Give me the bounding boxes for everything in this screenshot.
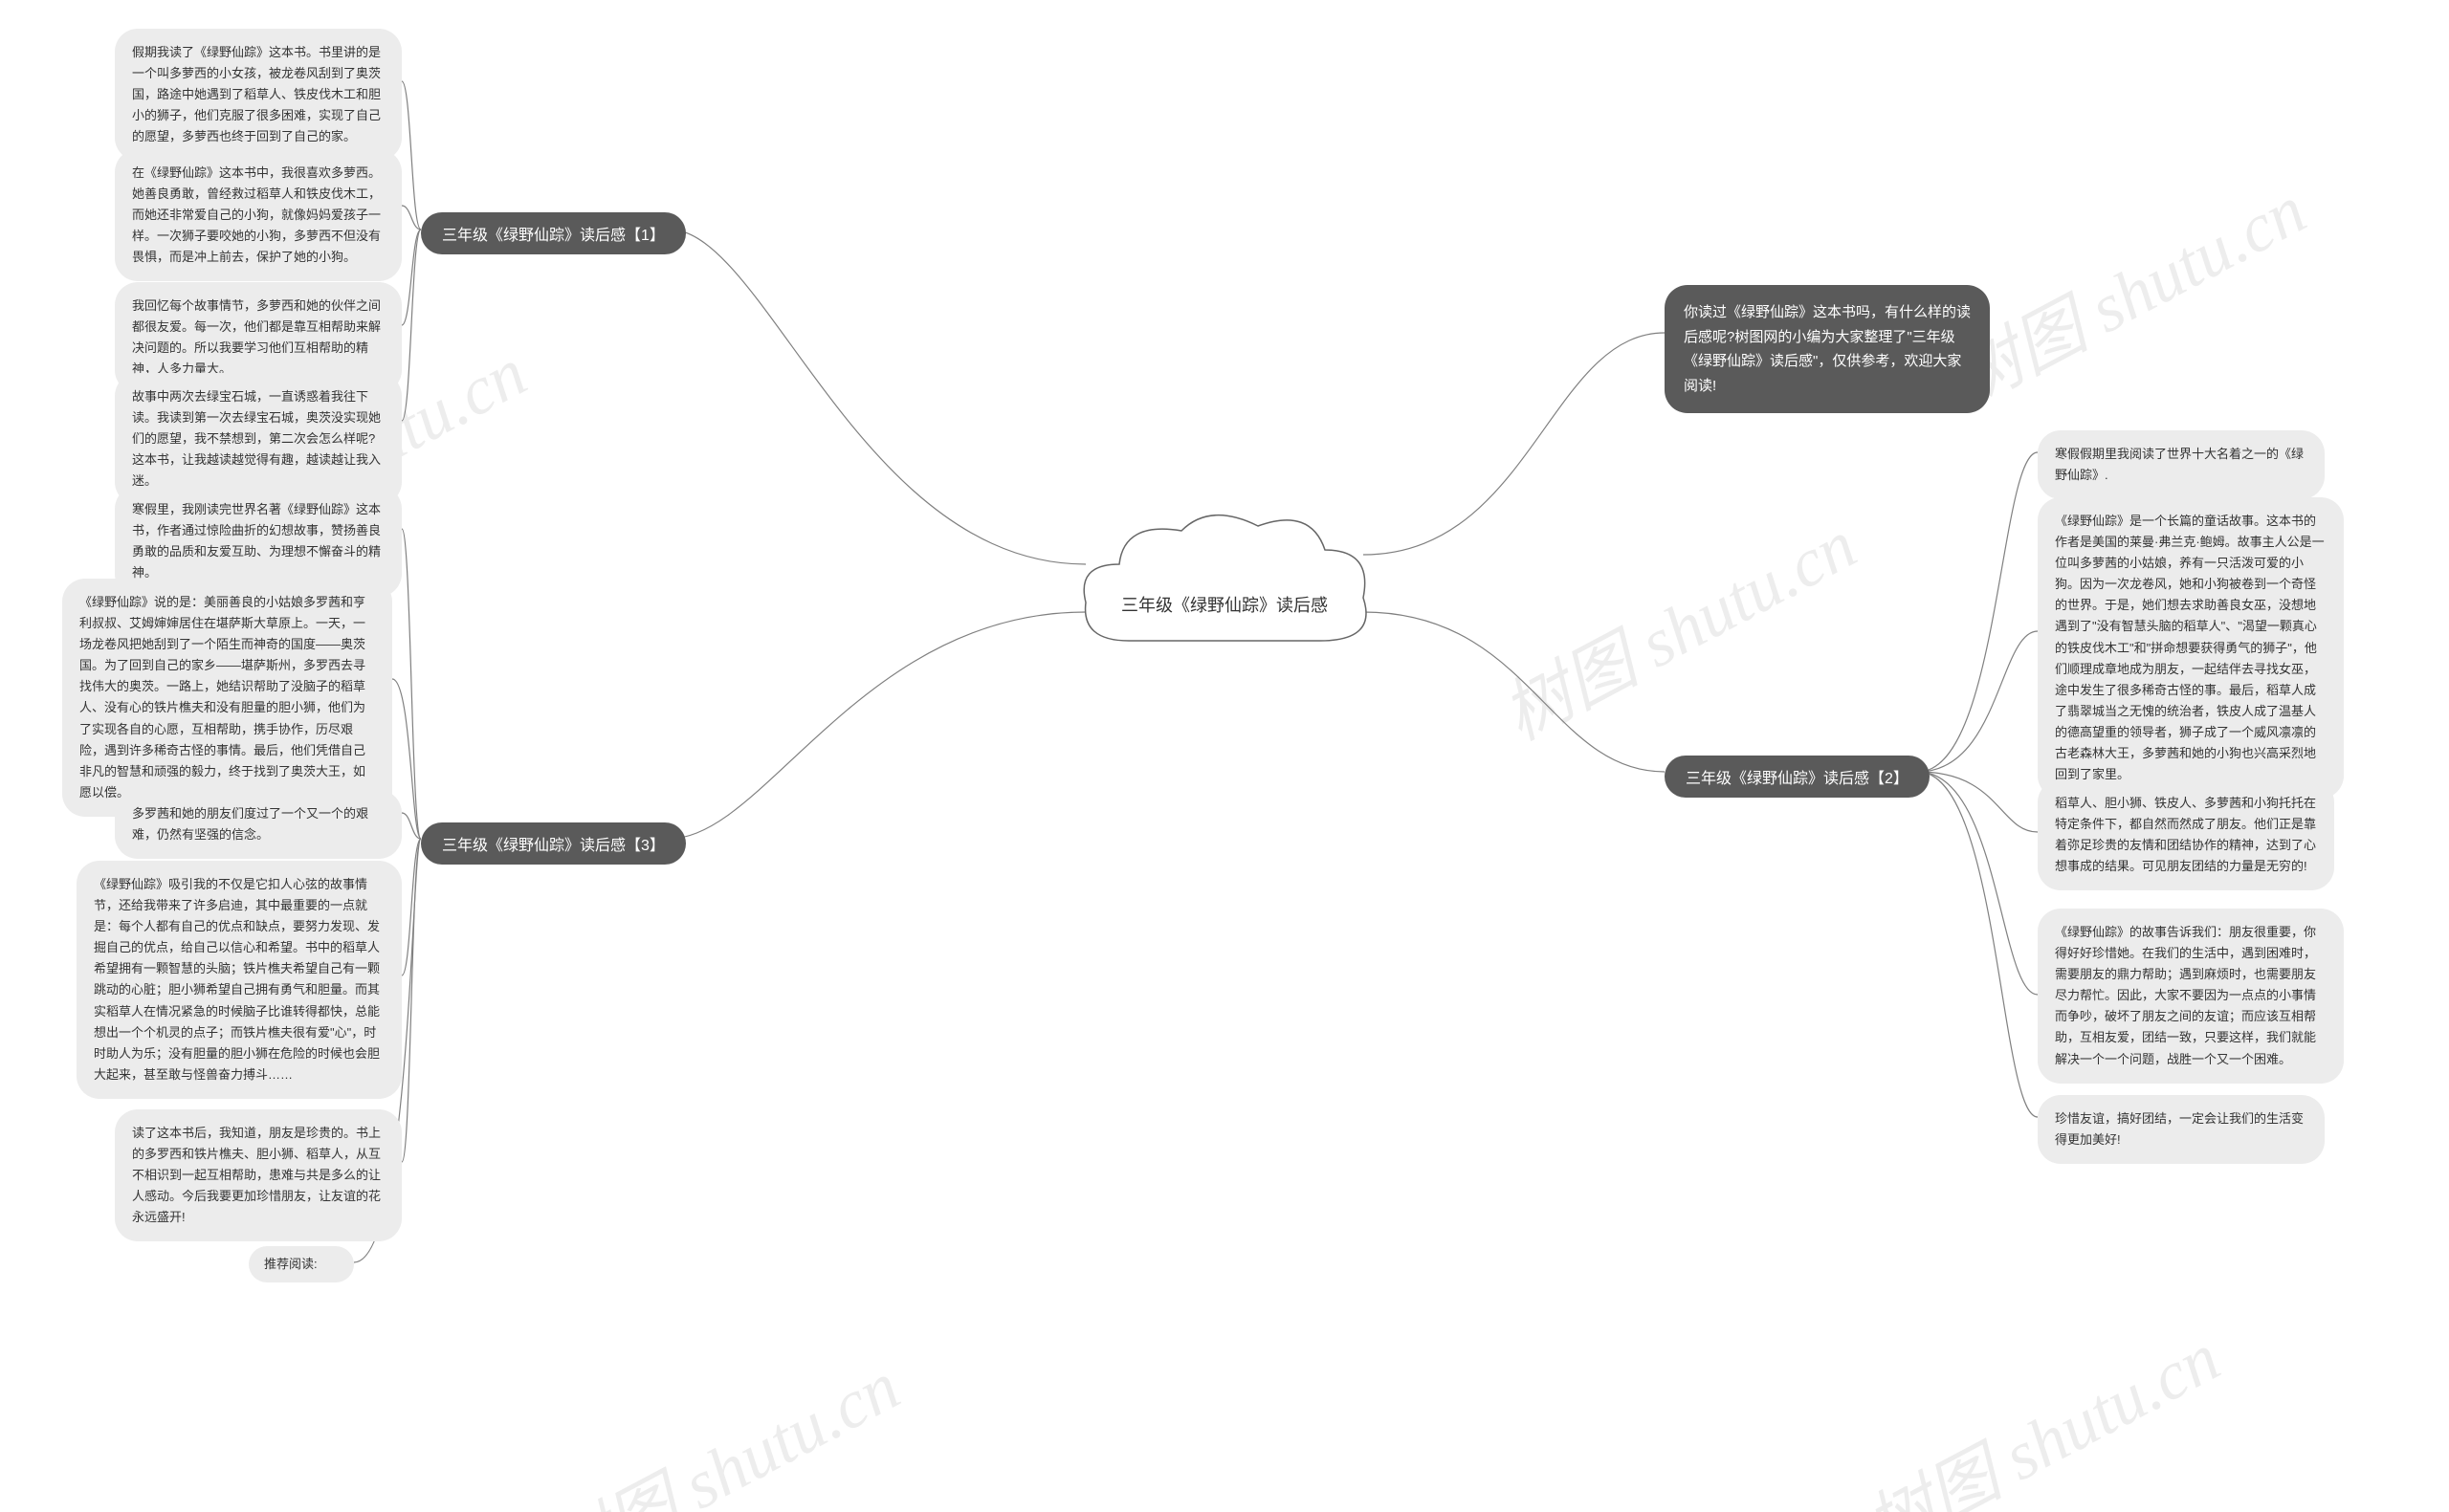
watermark: 树图 shutu.cn [525, 1330, 914, 1512]
branch-1-title: 三年级《绿野仙踪》读后感【1】 [421, 212, 686, 254]
leaf-node: 珍惜友谊，搞好团结，一定会让我们的生活变得更加美好! [2038, 1095, 2325, 1164]
intro-bubble: 你读过《绿野仙踪》这本书吗，有什么样的读后感呢?树图网的小编为大家整理了"三年级… [1665, 285, 1990, 413]
leaf-text: 寒假里，我刚读完世界名著《绿野仙踪》这本书，作者通过惊险曲折的幻想故事，赞扬善良… [132, 502, 381, 580]
leaf-text: 珍惜友谊，搞好团结，一定会让我们的生活变得更加美好! [2055, 1111, 2304, 1147]
leaf-text: 稻草人、胆小狮、铁皮人、多萝茜和小狗托托在特定条件下，都自然而然成了朋友。他们正… [2055, 796, 2316, 873]
leaf-text: 《绿野仙踪》吸引我的不仅是它扣人心弦的故事情节，还给我带来了许多启迪，其中最重要… [94, 877, 380, 1082]
leaf-text: 《绿野仙踪》是一个长篇的童话故事。这本书的作者是美国的莱曼·弗兰克·鲍姆。故事主… [2055, 514, 2325, 781]
leaf-node: 《绿野仙踪》的故事告诉我们：朋友很重要，你得好好珍惜她。在我们的生活中，遇到困难… [2038, 909, 2344, 1084]
watermark: 树图 shutu.cn [1482, 489, 1870, 758]
leaf-node-recommend: 推荐阅读: [249, 1246, 354, 1282]
intro-text: 你读过《绿野仙踪》这本书吗，有什么样的读后感呢?树图网的小编为大家整理了"三年级… [1684, 304, 1971, 394]
leaf-text: 《绿野仙踪》的故事告诉我们：朋友很重要，你得好好珍惜她。在我们的生活中，遇到困难… [2055, 925, 2316, 1066]
leaf-node: 《绿野仙踪》说的是：美丽善良的小姑娘多罗茜和亨利叔叔、艾姆婶婶居住在堪萨斯大草原… [62, 579, 392, 817]
leaf-node: 稻草人、胆小狮、铁皮人、多萝茜和小狗托托在特定条件下，都自然而然成了朋友。他们正… [2038, 779, 2334, 890]
leaf-text: 在《绿野仙踪》这本书中，我很喜欢多萝西。她善良勇敢，曾经救过稻草人和铁皮伐木工，… [132, 165, 381, 264]
branch-3-title: 三年级《绿野仙踪》读后感【3】 [421, 822, 686, 865]
center-title: 三年级《绿野仙踪》读后感 [1071, 593, 1378, 619]
leaf-node: 在《绿野仙踪》这本书中，我很喜欢多萝西。她善良勇敢，曾经救过稻草人和铁皮伐木工，… [115, 149, 402, 281]
leaf-node: 多罗茜和她的朋友们度过了一个又一个的艰难，仍然有坚强的信念。 [115, 790, 402, 859]
leaf-node: 《绿野仙踪》吸引我的不仅是它扣人心弦的故事情节，还给我带来了许多启迪，其中最重要… [77, 861, 402, 1099]
branch-2-label: 三年级《绿野仙踪》读后感【2】 [1686, 771, 1908, 787]
watermark: 树图 shutu.cn [1845, 1302, 2234, 1512]
leaf-text: 读了这本书后，我知道，朋友是珍贵的。书上的多罗西和铁片樵夫、胆小狮、稻草人，从互… [132, 1126, 381, 1224]
leaf-text: 故事中两次去绿宝石城，一直诱惑着我往下读。我读到第一次去绿宝石城，奥茨没实现她们… [132, 389, 381, 488]
leaf-text: 《绿野仙踪》说的是：美丽善良的小姑娘多罗茜和亨利叔叔、艾姆婶婶居住在堪萨斯大草原… [79, 595, 365, 800]
leaf-text: 多罗茜和她的朋友们度过了一个又一个的艰难，仍然有坚强的信念。 [132, 806, 368, 842]
branch-2-title: 三年级《绿野仙踪》读后感【2】 [1665, 756, 1930, 798]
leaf-node: 读了这本书后，我知道，朋友是珍贵的。书上的多罗西和铁片樵夫、胆小狮、稻草人，从互… [115, 1109, 402, 1241]
leaf-text: 假期我读了《绿野仙踪》这本书。书里讲的是一个叫多萝西的小女孩，被龙卷风刮到了奥茨… [132, 45, 381, 143]
leaf-node: 假期我读了《绿野仙踪》这本书。书里讲的是一个叫多萝西的小女孩，被龙卷风刮到了奥茨… [115, 29, 402, 161]
leaf-node: 寒假假期里我阅读了世界十大名着之一的《绿野仙踪》. [2038, 430, 2325, 499]
center-node: 三年级《绿野仙踪》读后感 [1071, 497, 1378, 689]
branch-1-label: 三年级《绿野仙踪》读后感【1】 [442, 228, 665, 244]
branch-3-label: 三年级《绿野仙踪》读后感【3】 [442, 838, 665, 854]
leaf-text: 推荐阅读: [264, 1257, 318, 1271]
leaf-text: 寒假假期里我阅读了世界十大名着之一的《绿野仙踪》. [2055, 447, 2304, 482]
leaf-node: 《绿野仙踪》是一个长篇的童话故事。这本书的作者是美国的莱曼·弗兰克·鲍姆。故事主… [2038, 497, 2344, 799]
leaf-text: 我回忆每个故事情节，多萝西和她的伙伴之间都很友爱。每一次，他们都是靠互相帮助来解… [132, 298, 381, 376]
